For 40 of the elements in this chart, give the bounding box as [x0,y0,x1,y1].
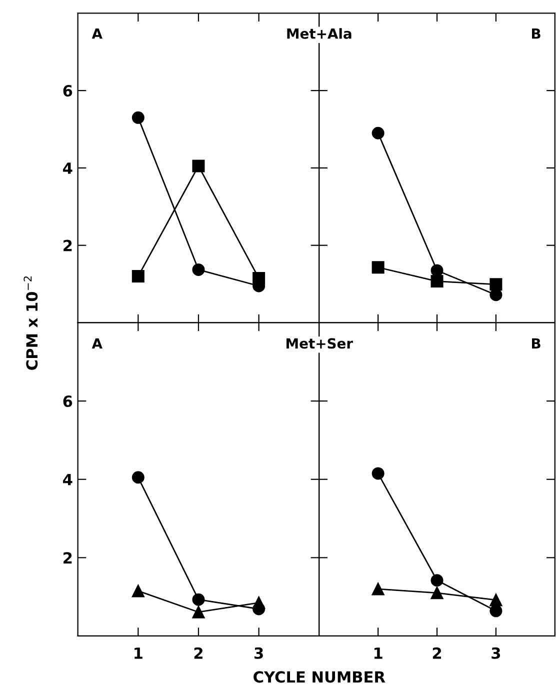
point [430,574,444,587]
point [252,272,266,284]
y-tick-label: 2 [64,552,72,564]
point [132,471,144,484]
text: A [92,338,102,348]
point [192,593,205,606]
x-tick-label: 2 [432,647,442,659]
y-tick-label: 6 [63,396,72,408]
point [372,126,384,140]
y-tick-label: 2 [64,240,72,252]
text: B [532,338,540,348]
point [252,596,266,609]
point [372,467,384,480]
x-tick-label: 3 [254,647,263,659]
point [192,160,205,172]
y-axis-title: CPM x 10$^{−2}$ [24,276,38,370]
point [490,278,502,291]
point [132,270,144,283]
annotation: Met+Ser [286,338,353,349]
point [132,111,144,124]
x-axis-title: CYCLE NUMBER [254,671,386,683]
text: B [532,28,540,39]
point [372,582,384,596]
annotation: Met+Ala [287,28,352,39]
point [430,275,444,288]
x-tick-label: 1 [374,648,382,659]
point [192,263,205,276]
x-tick-label: 2 [194,647,202,659]
x-tick-label: 3 [492,647,500,659]
point [490,604,502,618]
y-tick-label: 4 [63,162,72,174]
point [192,606,205,618]
point [430,586,444,600]
y-tick-label: 6 [63,85,72,97]
point [490,594,502,606]
y-tick-label: 4 [63,474,72,486]
point [372,261,384,274]
text: A [92,28,102,39]
point [132,584,144,598]
x-tick-label: 1 [134,648,142,659]
